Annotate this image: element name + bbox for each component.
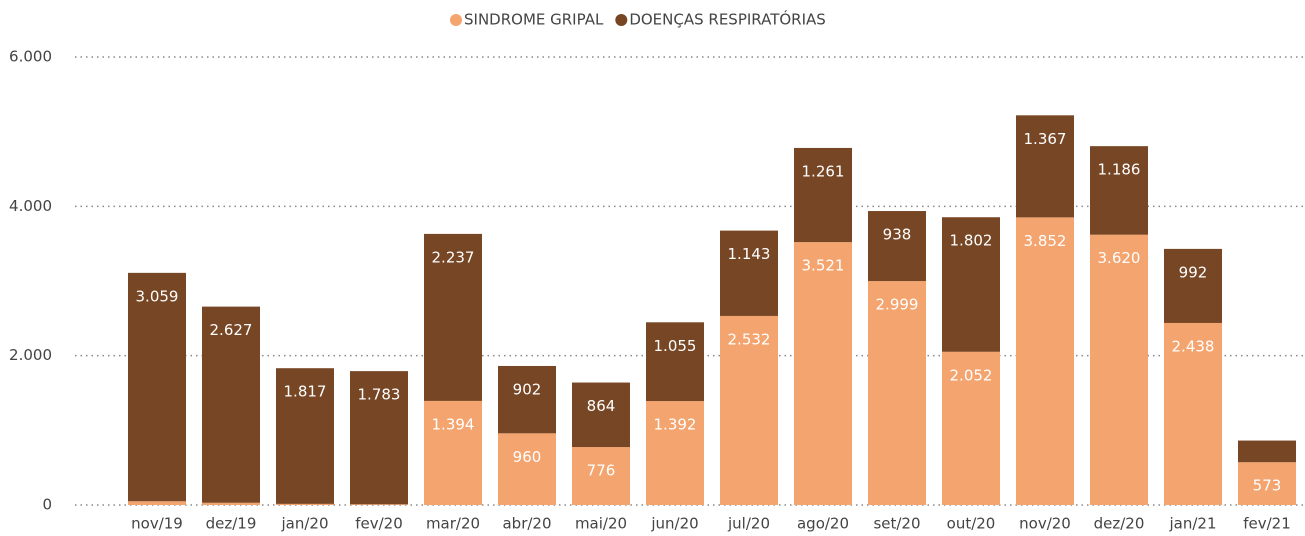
x-tick-label: jan/21 [1168, 515, 1216, 533]
value-label: 1.055 [654, 337, 697, 355]
bar-segment [350, 504, 408, 505]
x-tick-label: out/20 [947, 515, 996, 533]
x-tick-label: fev/20 [355, 515, 403, 533]
legend-label: SINDROME GRIPAL [464, 11, 604, 29]
x-tick-label: dez/20 [1094, 515, 1145, 533]
value-label: 2.237 [432, 248, 475, 266]
value-label: 2.999 [876, 296, 919, 314]
bar-segment [276, 503, 334, 505]
value-label: 902 [513, 380, 542, 398]
value-label: 1.261 [802, 162, 845, 180]
bar-segment [1090, 234, 1148, 505]
bar-segment [424, 233, 482, 401]
bar-segment [424, 400, 482, 505]
bar-segment [646, 401, 704, 505]
bar-segment [498, 433, 556, 505]
value-label: 1.783 [358, 386, 401, 404]
y-tick-label: 6.000 [9, 48, 52, 66]
bar-segment [202, 502, 260, 505]
value-label: 1.392 [654, 416, 697, 434]
value-label: 2.052 [950, 366, 993, 384]
bar-segment [572, 447, 630, 505]
x-tick-label: nov/19 [131, 515, 183, 533]
x-tick-label: jun/20 [650, 515, 698, 533]
y-tick-label: 0 [42, 496, 52, 514]
x-tick-label: dez/19 [206, 515, 257, 533]
bar-segment [498, 365, 556, 434]
value-label: 2.438 [1172, 337, 1215, 355]
value-label: 3.852 [1024, 232, 1067, 250]
x-tick-label: nov/20 [1019, 515, 1071, 533]
bar-segment [720, 315, 778, 505]
value-label: 3.620 [1098, 249, 1141, 267]
x-tick-label: jul/20 [727, 515, 770, 533]
x-tick-label: jan/20 [280, 515, 328, 533]
value-label: 776 [587, 462, 616, 480]
x-tick-label: mai/20 [575, 515, 627, 533]
value-label: 864 [587, 397, 616, 415]
bar-segment [794, 242, 852, 505]
bar-segment [1016, 115, 1074, 218]
value-label: 1.186 [1098, 161, 1141, 179]
bar-segment [1164, 248, 1222, 323]
bar-segment [1238, 440, 1296, 463]
legend-label: DOENÇAS RESPIRATÓRIAS [629, 10, 825, 29]
y-tick-label: 2.000 [9, 346, 52, 364]
bar-segment [646, 322, 704, 402]
x-tick-label: mar/20 [426, 515, 480, 533]
legend-marker [450, 14, 462, 26]
x-tick-label: abr/20 [502, 515, 551, 533]
value-label: 960 [513, 448, 542, 466]
bar-segment [794, 147, 852, 243]
bar-segment [868, 281, 926, 505]
bar-segment [720, 230, 778, 316]
bar-segment [1090, 146, 1148, 235]
value-label: 938 [883, 226, 912, 244]
bar-segment [1016, 217, 1074, 505]
value-label: 2.532 [728, 330, 771, 348]
bar-segment [942, 351, 1000, 505]
value-label: 992 [1179, 263, 1208, 281]
bar-segment [128, 272, 186, 502]
value-label: 1.367 [1024, 130, 1067, 148]
x-tick-label: set/20 [873, 515, 920, 533]
bar-segment [350, 371, 408, 505]
bar-segment [1164, 322, 1222, 505]
x-tick-label: fev/21 [1243, 515, 1291, 533]
value-label: 3.059 [136, 287, 179, 305]
bar-segment [572, 382, 630, 448]
bar-segment [868, 211, 926, 282]
bar-segment [202, 306, 260, 503]
value-label: 1.817 [284, 383, 327, 401]
y-tick-label: 4.000 [9, 197, 52, 215]
value-label: 1.143 [728, 245, 771, 263]
bar-segment [128, 501, 186, 505]
value-label: 3.521 [802, 257, 845, 275]
value-label: 1.394 [432, 415, 475, 433]
bar-segment [1238, 462, 1296, 505]
value-label: 573 [1253, 477, 1282, 495]
bar-segment [942, 217, 1000, 352]
legend-marker [615, 14, 628, 26]
bar-segment [276, 368, 334, 504]
value-label: 1.802 [950, 232, 993, 250]
value-label: 2.627 [210, 321, 253, 339]
x-tick-label: ago/20 [797, 515, 849, 533]
